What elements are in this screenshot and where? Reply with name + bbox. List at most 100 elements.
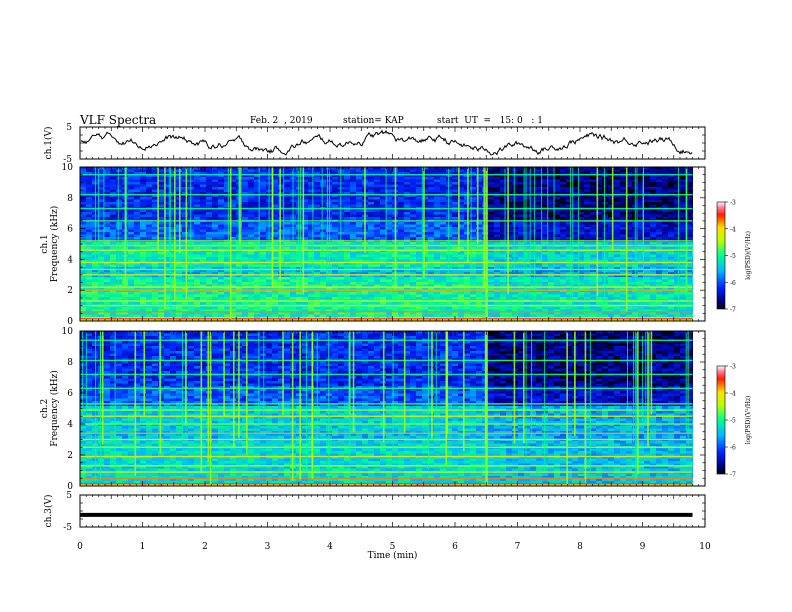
- spectrogram-cell: [680, 259, 687, 263]
- spectrogram-cell: [248, 224, 255, 228]
- spectrogram-cell: [662, 262, 669, 265]
- spectrogram-cell: [344, 257, 351, 260]
- spectrogram-cell: [260, 267, 267, 270]
- spectrogram-cell: [416, 227, 423, 230]
- spectrogram-cell: [110, 284, 117, 288]
- spectrogram-cell: [536, 192, 543, 195]
- spectrogram-cell: [428, 264, 435, 268]
- spectrogram-cell: [638, 174, 645, 178]
- spectrogram-cell: [446, 184, 453, 188]
- spectrogram-cell: [638, 247, 645, 250]
- spectrogram-cell: [284, 202, 291, 205]
- spectrogram-cell: [254, 257, 261, 260]
- spectrogram-cell: [686, 187, 693, 190]
- spectrogram-cell: [626, 272, 633, 275]
- spectrogram-cell: [80, 179, 87, 183]
- spectrogram-cell: [458, 184, 465, 188]
- spectrogram-cell: [410, 197, 417, 200]
- spectrogram-cell: [218, 227, 225, 230]
- spectrogram-cell: [584, 172, 591, 175]
- spectrogram-cell: [356, 189, 363, 193]
- spectrogram-cell: [578, 262, 585, 265]
- spectrogram-cell: [596, 174, 603, 178]
- spectrogram-cell: [476, 232, 483, 235]
- spectrogram-cell: [446, 269, 453, 273]
- spectrogram-cell: [686, 269, 693, 273]
- spectrogram-cell: [686, 189, 693, 193]
- spectrogram-cell: [536, 172, 543, 175]
- spectrogram-cell: [446, 282, 453, 285]
- spectrogram-cell: [140, 287, 147, 290]
- spectrogram-cell: [146, 187, 153, 190]
- spectrogram-cell: [254, 242, 261, 245]
- spectrogram-cell: [296, 287, 303, 290]
- spectrogram-cell: [116, 169, 123, 173]
- spectrogram-cell: [104, 264, 111, 268]
- spectrogram-cell: [356, 227, 363, 230]
- spectrogram-cell: [524, 179, 531, 183]
- spectrogram-cell: [374, 259, 381, 263]
- spectrogram-cell: [134, 167, 141, 170]
- spectrogram-cell: [272, 212, 279, 215]
- spectrogram-cell: [224, 197, 231, 200]
- spectrogram-cell: [80, 247, 87, 250]
- spectrogram-cell: [284, 284, 291, 288]
- spectrogram-cell: [194, 252, 201, 255]
- spectrogram-cell: [596, 187, 603, 190]
- spectrogram-cell: [164, 229, 171, 233]
- spectrogram-cell: [584, 167, 591, 170]
- spectrogram-cell: [260, 229, 267, 233]
- spectrogram-cell: [566, 202, 573, 205]
- spectrogram-cell: [158, 287, 165, 290]
- spectrogram-cell: [692, 184, 693, 188]
- spectrogram-cell: [674, 232, 681, 235]
- spectrogram-cell: [332, 167, 339, 170]
- spectrogram-cell: [338, 279, 345, 283]
- spectrogram-cell: [218, 259, 225, 263]
- spectrogram-cell: [242, 179, 249, 183]
- spectrogram-cell: [278, 267, 285, 270]
- spectrogram-cell: [398, 229, 405, 233]
- spectrogram-cell: [500, 237, 507, 240]
- spectrogram-cell: [302, 242, 309, 245]
- spectrogram-cell: [590, 222, 597, 225]
- spectrogram-cell: [200, 192, 207, 195]
- spectrogram-cell: [104, 259, 111, 263]
- spectrogram-cell: [404, 269, 411, 273]
- spectrogram-cell: [686, 249, 693, 253]
- spectrogram-cell: [398, 259, 405, 263]
- spectrogram-cell: [536, 167, 543, 170]
- spectrogram-cell: [572, 224, 579, 228]
- spectrogram-cell: [194, 274, 201, 278]
- spectrogram-cell: [410, 277, 417, 280]
- spectrogram-cell: [548, 279, 555, 283]
- spectrogram-cell: [398, 257, 405, 260]
- spectrogram-cell: [104, 204, 111, 208]
- spectrogram-cell: [536, 262, 543, 265]
- spectrogram-cell: [380, 177, 387, 180]
- spectrogram-cell: [104, 197, 111, 200]
- spectrogram-cell: [134, 237, 141, 240]
- spectrogram-cell: [692, 187, 693, 190]
- spectrogram-cell: [506, 172, 513, 175]
- spectrogram-cell: [218, 234, 225, 238]
- spectrogram-cell: [170, 222, 177, 225]
- spectrogram-cell: [626, 264, 633, 268]
- spectrogram-cell: [254, 279, 261, 283]
- spectrogram-cell: [128, 272, 135, 275]
- spectrogram-cell: [194, 227, 201, 230]
- spectrogram-cell: [458, 202, 465, 205]
- spectrogram-cell: [530, 192, 537, 195]
- spectrogram-cell: [422, 234, 429, 238]
- spectrogram-cell: [128, 169, 135, 173]
- spectrogram-cell: [470, 187, 477, 190]
- spectrogram-cell: [410, 254, 417, 258]
- spectrogram-cell: [404, 249, 411, 253]
- spectrogram-cell: [296, 174, 303, 178]
- spectrogram-cell: [590, 282, 597, 285]
- spectrogram-cell: [338, 277, 345, 280]
- spectrogram-cell: [668, 249, 675, 253]
- spectrogram-cell: [356, 277, 363, 280]
- spectrogram-cell: [428, 179, 435, 183]
- spectrogram-cell: [296, 204, 303, 208]
